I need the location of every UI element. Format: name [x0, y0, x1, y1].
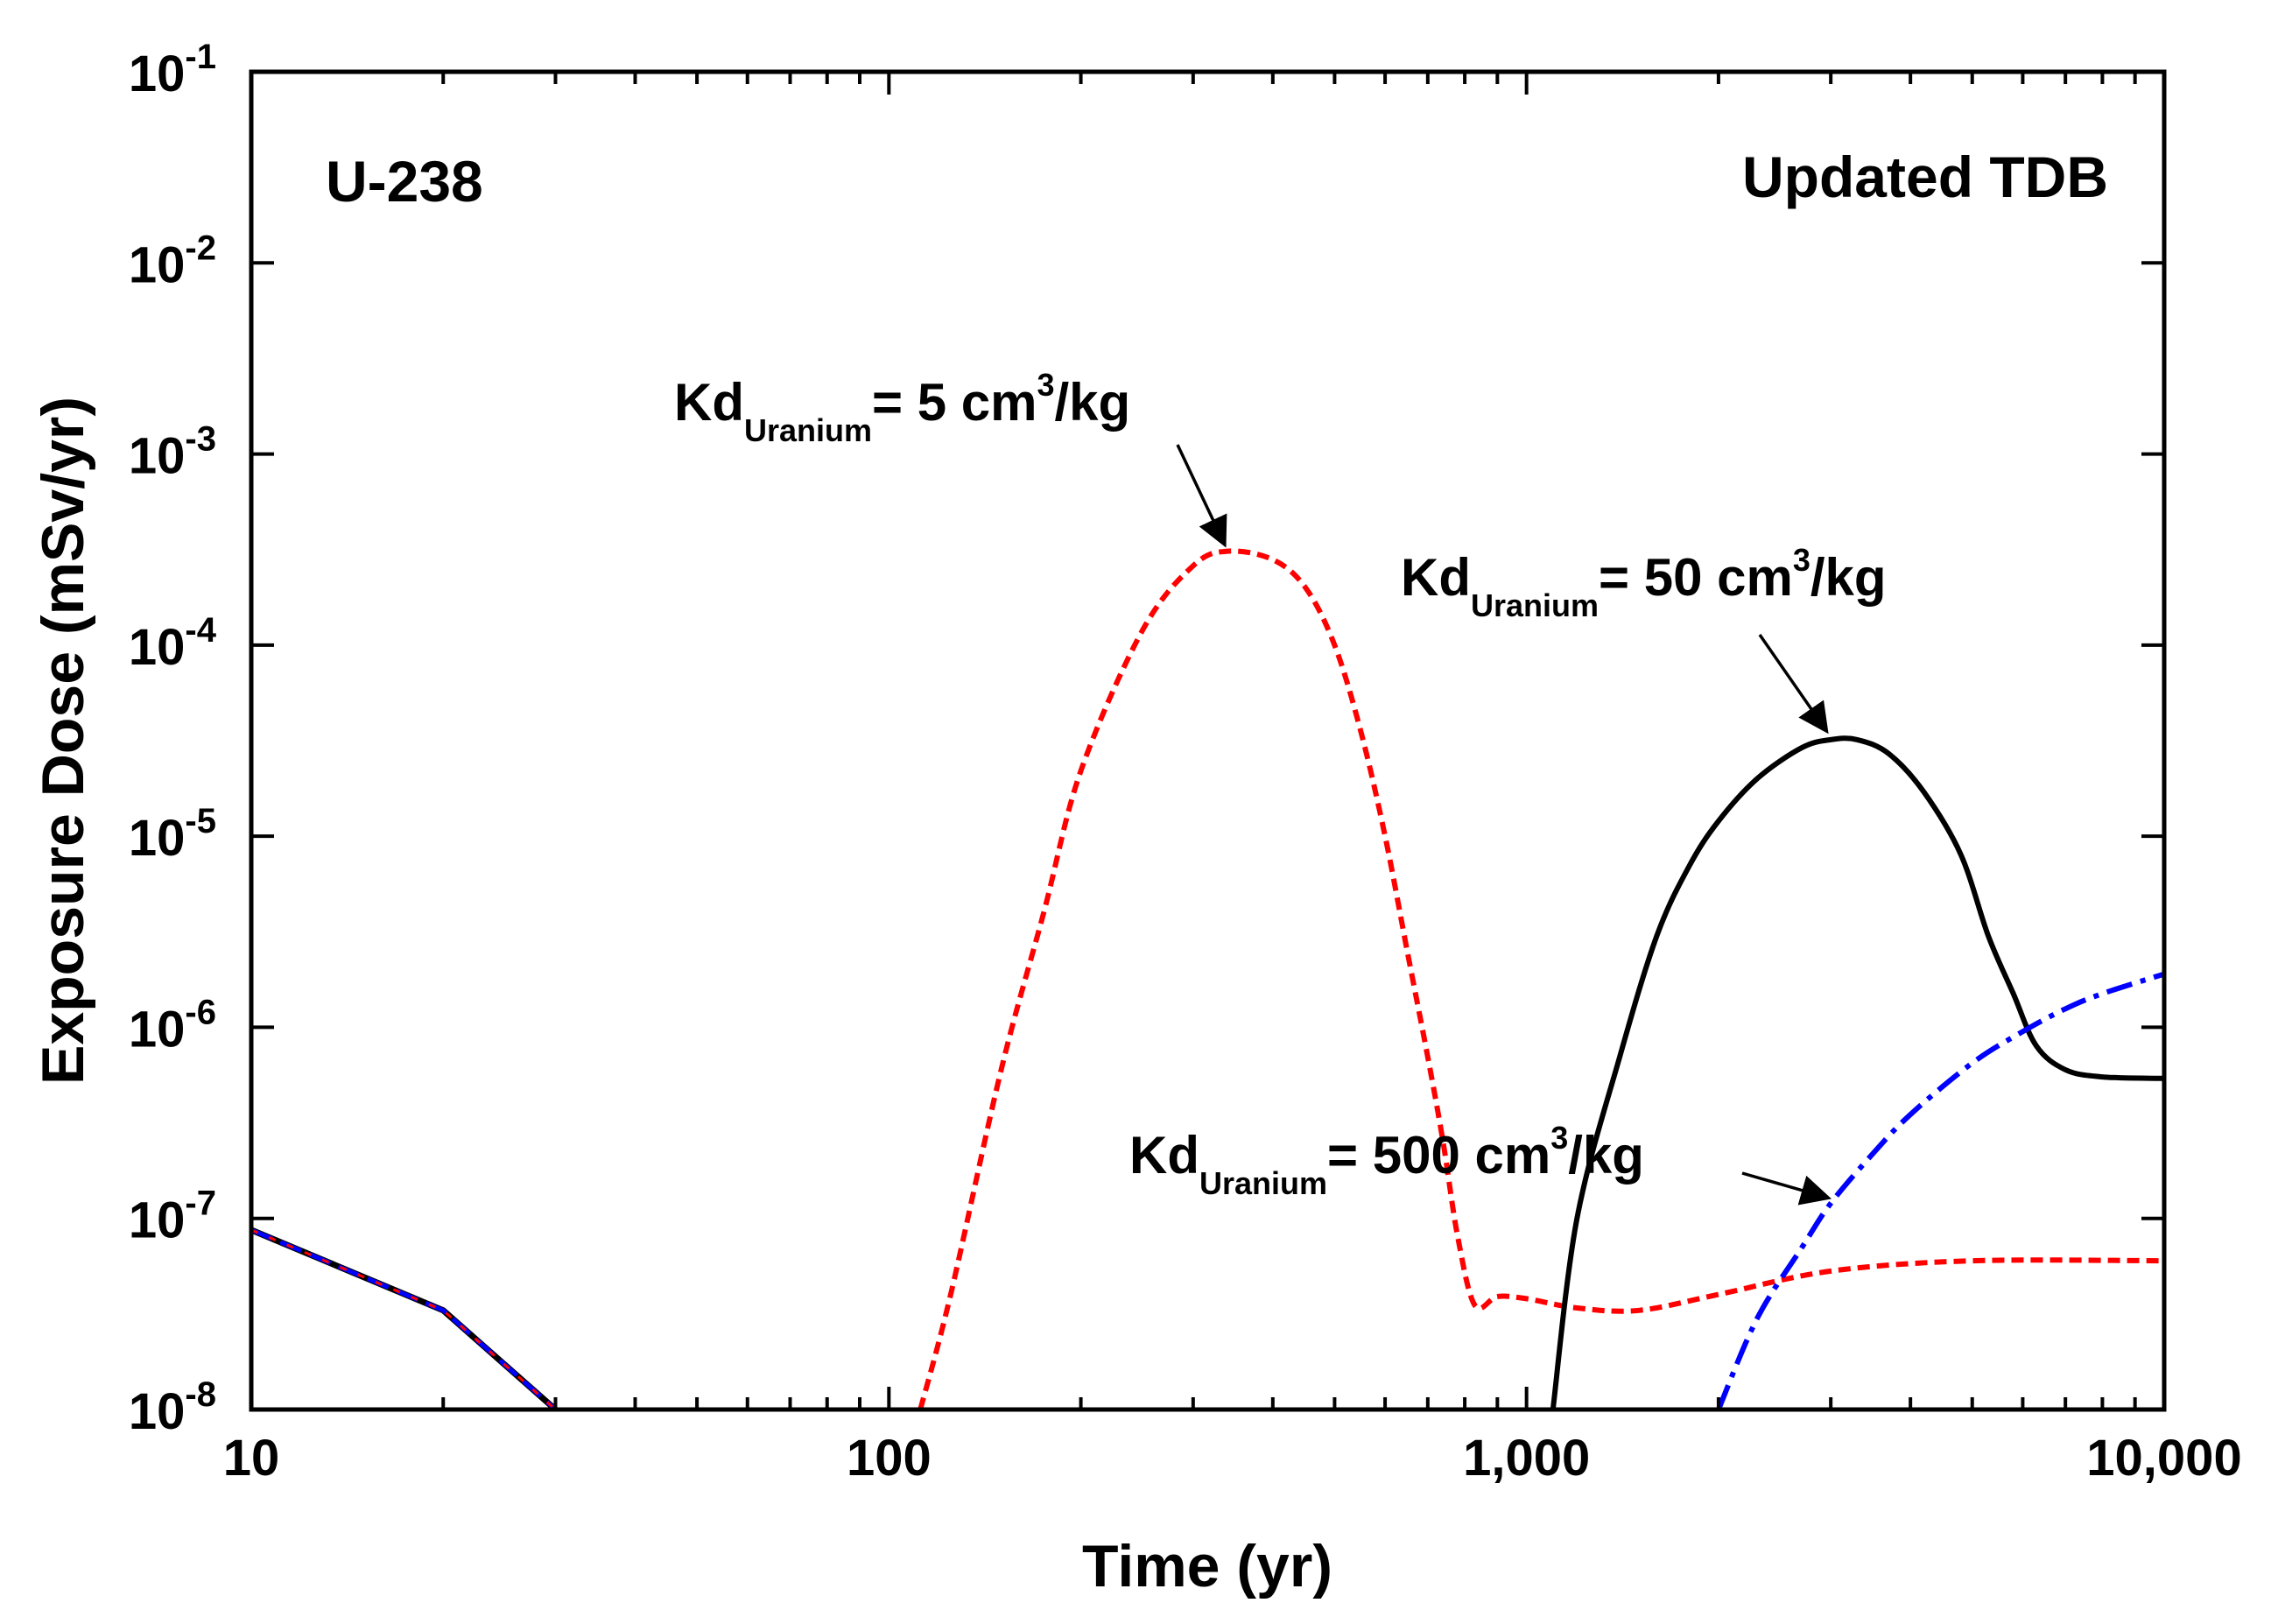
x-tick-label: 10: [223, 1430, 280, 1487]
x-tick-label: 100: [847, 1430, 932, 1487]
y-tick-label: 10-4: [129, 611, 217, 676]
y-tick-label: 10-2: [129, 228, 216, 293]
series-line-2: [1716, 971, 2164, 1410]
database-label: Updated TDB: [1742, 144, 2108, 209]
series-layer: [251, 548, 2164, 1410]
x-tick-label: 1,000: [1463, 1430, 1590, 1487]
y-tick-label: 10-3: [129, 420, 216, 485]
x-axis-label: Time (yr): [1082, 1533, 1332, 1599]
annotation-arrow-ann-50: [1758, 634, 1829, 735]
series-0: [918, 548, 2164, 1410]
series-line-early-red: [251, 1228, 557, 1410]
series-2: [1716, 971, 2164, 1410]
x-tick-label: 10,000: [2086, 1430, 2241, 1487]
series-line-early-black: [251, 1227, 558, 1410]
y-axis-ticks: 10-8 10-7 10-6 10-5 10-4 10-3 10-2 10-1: [129, 38, 2164, 1440]
series-line-early-blue: [251, 1227, 558, 1410]
annotation-ann-500: KdUranium= 500 cm3/kg: [1129, 1120, 1644, 1201]
series-line-0: [918, 548, 2164, 1410]
annotation-arrow-ann-5: [1176, 444, 1227, 548]
annotation-ann-5: KdUranium= 5 cm3/kg: [674, 367, 1130, 448]
x-axis-ticks: 10 100 1,000 10,000: [223, 72, 2242, 1487]
series-1: [1550, 735, 2164, 1410]
y-tick-label: 10-7: [129, 1185, 216, 1249]
y-axis-label: Exposure Dose (mSv/yr): [30, 397, 96, 1085]
y-tick-label: 10-1: [129, 38, 216, 102]
isotope-label: U-238: [326, 149, 483, 214]
y-tick-label: 10-5: [129, 802, 216, 867]
plot-frame: [249, 69, 2167, 1412]
annotation-arrow-ann-500: [1741, 1171, 1832, 1206]
series-line-1: [1550, 735, 2164, 1410]
annotation-ann-50: KdUranium= 50 cm3/kg: [1401, 542, 1887, 623]
annotations: KdUranium= 5 cm3/kg KdUranium= 50 cm3/kg K…: [674, 367, 1887, 1206]
series-3: [251, 1227, 558, 1410]
y-tick-label: 10-8: [129, 1375, 216, 1440]
y-tick-label: 10-6: [129, 993, 216, 1058]
